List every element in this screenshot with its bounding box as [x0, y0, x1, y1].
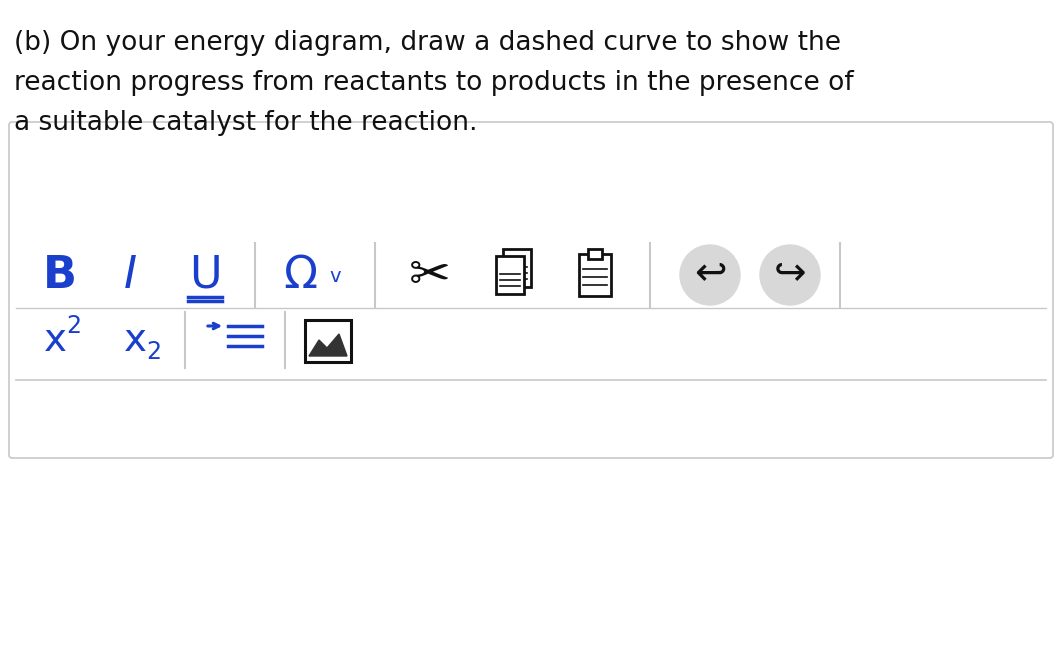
Text: a suitable catalyst for the reaction.: a suitable catalyst for the reaction.	[14, 110, 478, 136]
FancyBboxPatch shape	[588, 249, 602, 259]
Text: ↪: ↪	[774, 255, 806, 293]
Polygon shape	[309, 334, 347, 356]
Text: 2: 2	[67, 314, 82, 338]
Text: 2: 2	[147, 340, 161, 364]
Circle shape	[680, 245, 740, 305]
Text: x: x	[123, 321, 147, 359]
Text: B: B	[42, 254, 78, 296]
Text: ↩: ↩	[693, 255, 726, 293]
Text: $\mathit{I}$: $\mathit{I}$	[123, 254, 137, 296]
Text: (b) On your energy diagram, draw a dashed curve to show the: (b) On your energy diagram, draw a dashe…	[14, 30, 841, 56]
Text: Ω: Ω	[282, 254, 318, 296]
FancyBboxPatch shape	[496, 256, 524, 294]
FancyBboxPatch shape	[579, 254, 611, 296]
Text: v: v	[329, 268, 341, 287]
FancyBboxPatch shape	[305, 320, 352, 362]
Text: ✂: ✂	[409, 251, 451, 299]
FancyBboxPatch shape	[503, 249, 531, 287]
FancyBboxPatch shape	[8, 122, 1054, 458]
Text: x: x	[44, 321, 67, 359]
Circle shape	[760, 245, 820, 305]
Text: U: U	[189, 254, 221, 296]
Text: reaction progress from reactants to products in the presence of: reaction progress from reactants to prod…	[14, 70, 854, 96]
